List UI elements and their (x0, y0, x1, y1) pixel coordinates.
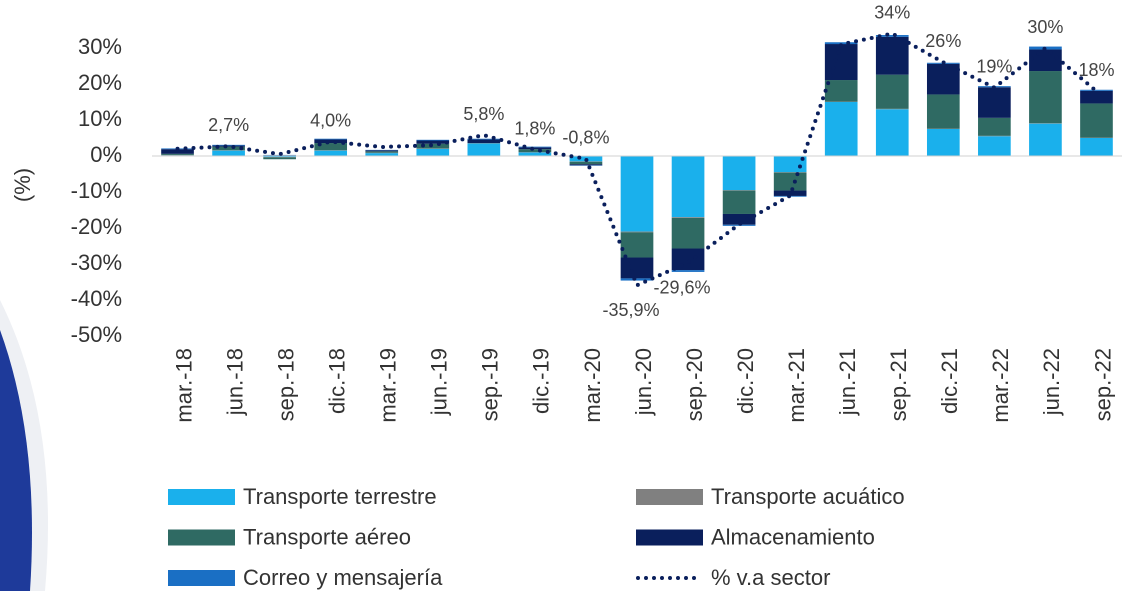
bar-segment (621, 156, 654, 232)
x-tick-label: mar.-21 (784, 348, 809, 423)
x-tick-label: jun.-21 (835, 348, 860, 416)
bar-segment (876, 37, 909, 75)
bar-segment (1080, 103, 1113, 137)
bar-segment (212, 151, 245, 156)
legend-label: Transporte acuático (711, 484, 905, 509)
bar-segment (978, 118, 1011, 136)
legend-swatch (636, 489, 703, 505)
bar-segment (570, 162, 603, 165)
bar-segment (978, 136, 1011, 156)
bar-segment (774, 173, 807, 191)
data-label: 4,0% (310, 110, 351, 130)
y-tick-label: -40% (71, 286, 122, 311)
bar-segment (978, 87, 1011, 118)
bar-segment (927, 129, 960, 156)
data-label: -35,9% (602, 300, 659, 320)
data-label: 5,8% (463, 104, 504, 124)
bar-segment (621, 258, 654, 279)
bar-segment (876, 109, 909, 156)
bar-segment (723, 191, 756, 214)
bar-segment (621, 278, 654, 280)
x-tick-label: mar.-20 (580, 348, 605, 423)
bar-segment (672, 249, 705, 271)
data-label: 34% (874, 2, 910, 22)
bar-segment (1029, 71, 1062, 123)
data-label: 2,7% (208, 115, 249, 135)
legend-label: % v.a sector (711, 565, 830, 590)
y-tick-label: 0% (90, 142, 122, 167)
x-tick-label: sep.-20 (682, 348, 707, 421)
x-tick-label: jun.-19 (427, 348, 452, 416)
bar-segment (314, 151, 347, 156)
bar-segment (416, 149, 449, 156)
legend-label: Transporte aéreo (243, 524, 411, 549)
y-tick-label: 30% (78, 34, 122, 59)
bar-segment (1029, 49, 1062, 71)
y-tick-label: -10% (71, 178, 122, 203)
bar-segment (468, 139, 501, 143)
legend-label: Transporte terrestre (243, 484, 437, 509)
bar-segment (621, 232, 654, 233)
legend-swatch (168, 570, 235, 586)
x-tick-label: dic.-18 (324, 348, 349, 414)
bar-segment (672, 270, 705, 272)
y-tick-label: -30% (71, 250, 122, 275)
bar-segment (672, 217, 705, 218)
bar-segment (825, 102, 858, 156)
x-tick-label: mar.-19 (376, 348, 401, 423)
legend-label: Correo y mensajería (243, 565, 443, 590)
legend-swatch (168, 489, 235, 505)
x-tick-label: sep.-21 (886, 348, 911, 421)
bar-segment (876, 75, 909, 109)
bar-segment (314, 139, 347, 140)
x-tick-label: sep.-22 (1090, 348, 1115, 421)
x-tick-label: dic.-20 (733, 348, 758, 414)
legend-swatch (636, 530, 703, 546)
bar-segment (1029, 124, 1062, 156)
bar-segment (365, 151, 398, 152)
bar-segment (365, 150, 398, 151)
x-tick-label: mar.-18 (171, 348, 196, 423)
data-label: 30% (1027, 17, 1063, 37)
bar-segment (468, 143, 501, 156)
x-tick-label: jun.-20 (631, 348, 656, 416)
bar-segment (263, 157, 296, 159)
y-tick-label: 10% (78, 106, 122, 131)
data-label: 1,8% (514, 118, 555, 138)
bar-segment (416, 141, 449, 144)
bar-segment (621, 232, 654, 257)
data-label: 19% (976, 56, 1012, 76)
data-label: 18% (1078, 60, 1114, 80)
y-tick-label: 20% (78, 70, 122, 95)
y-tick-label: -50% (71, 322, 122, 347)
x-tick-label: dic.-19 (529, 348, 554, 414)
x-tick-label: sep.-19 (478, 348, 503, 421)
bar-segment (672, 218, 705, 249)
bar-segment (161, 154, 194, 155)
data-label: 26% (925, 31, 961, 51)
data-label: -0,8% (562, 128, 609, 148)
bar-segment (723, 156, 756, 190)
bar-segment (1080, 91, 1113, 104)
legend-label: Almacenamiento (711, 524, 875, 549)
legend-swatch (168, 530, 235, 546)
x-tick-label: jun.-18 (222, 348, 247, 416)
bar-segment (927, 64, 960, 95)
x-tick-label: jun.-22 (1039, 348, 1064, 416)
bar-segment (1080, 138, 1113, 156)
y-axis-label: (%) (10, 168, 35, 202)
y-tick-label: -20% (71, 214, 122, 239)
bar-segment (927, 94, 960, 128)
bar-segment (672, 156, 705, 217)
data-label: -29,6% (654, 277, 711, 297)
x-tick-label: mar.-22 (988, 348, 1013, 423)
x-tick-label: sep.-18 (273, 348, 298, 421)
bar-segment (570, 164, 603, 165)
x-tick-label: dic.-21 (937, 348, 962, 414)
bar-segment (416, 140, 449, 141)
bar-segment (1080, 90, 1113, 91)
